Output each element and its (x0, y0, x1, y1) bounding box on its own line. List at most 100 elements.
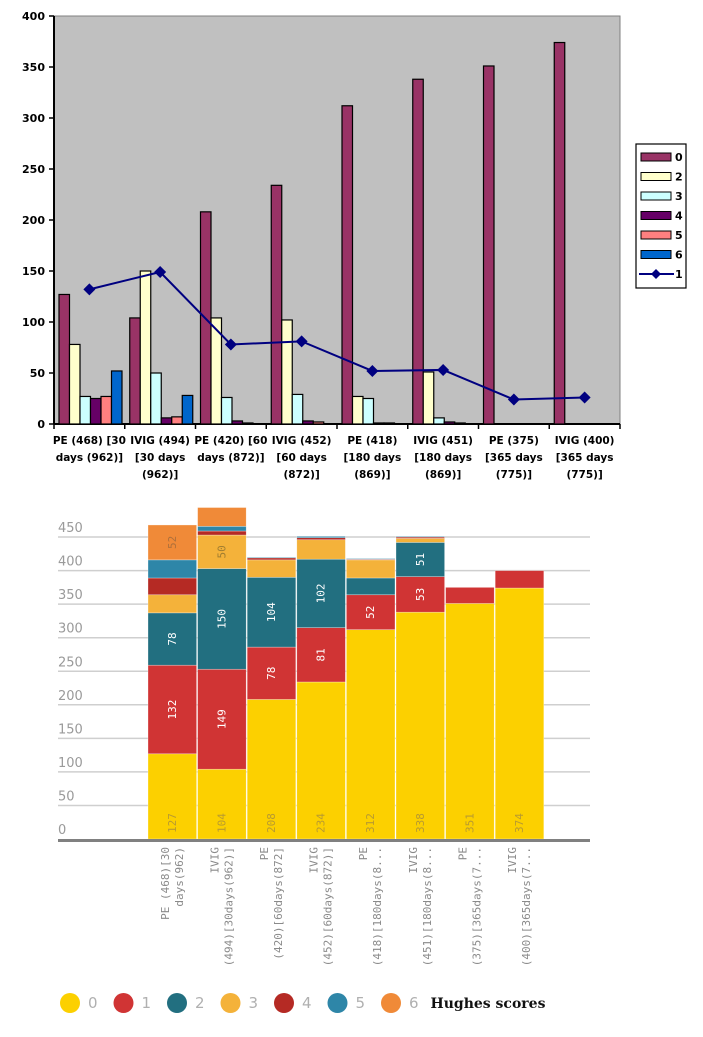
legend-item-0[interactable]: 0 (60, 993, 98, 1013)
segment-series-3 (395, 538, 445, 543)
legend[interactable]: 0 1 2 3 4 5 6 Hughes scores (60, 993, 546, 1013)
legend-swatch-2 (640, 172, 672, 181)
legend-label: 6 (675, 249, 683, 262)
segment-series-1 (445, 587, 495, 604)
x-tick-label: (872)] (283, 469, 319, 480)
segment-series-0 (395, 611, 445, 840)
bar-series-2 (68, 343, 81, 425)
segment-series-5 (395, 536, 445, 538)
x-tick-label: PE (258, 847, 271, 860)
legend-label: 5 (356, 994, 366, 1012)
line-marker (437, 363, 450, 376)
bar-series-0 (270, 184, 283, 425)
segment-series-1 (395, 576, 445, 613)
legend-label: 4 (302, 994, 312, 1012)
bar-series-3 (433, 417, 445, 425)
segment-series-0 (346, 629, 396, 840)
x-tick-label: PE (456, 847, 469, 860)
bar-series-4 (372, 422, 385, 425)
x-tick-label: (452)[60days(872)] (322, 847, 335, 966)
legend-item-1[interactable]: 1 (113, 993, 152, 1013)
legend-swatch-3 (220, 993, 241, 1013)
data-label: 374 (513, 813, 526, 833)
y-tick-label: 450 (58, 521, 83, 536)
x-tick-label: [365 days (485, 452, 543, 464)
stacked-bars: 127 132 78 52 104 149 150 50 208 78 104 234 81 102 312… (147, 507, 545, 840)
y-tick-label: 400 (58, 555, 83, 570)
legend-item-2[interactable]: 2 (167, 993, 205, 1013)
y-tick-label: 100 (22, 316, 45, 329)
segment-series-3 (147, 594, 197, 614)
x-axis: PE (468) [30 days (962)] IVIG (494) [30 day… (53, 423, 621, 480)
legend: 0 2 3 4 5 6 1 (635, 143, 687, 289)
x-tick-label: [365 days (556, 452, 614, 464)
y-tick-label: 200 (58, 689, 83, 704)
x-axis: PE (468)[30 days(962) IVIG (494)[30days(962… (58, 839, 590, 966)
y-tick-label: 350 (58, 588, 83, 603)
x-tick-label: IVIG (452) (272, 435, 332, 447)
bar-series-5 (241, 422, 254, 425)
x-tick-label: days (872)] (197, 452, 264, 464)
bar-series-2 (210, 317, 223, 425)
x-tick-label: [180 days (414, 452, 472, 464)
y-tick-label: 250 (22, 163, 45, 176)
segment-series-4 (197, 530, 247, 536)
line-marker (154, 266, 167, 279)
y-tick-label: 100 (58, 756, 83, 771)
segment-series-4 (296, 537, 346, 541)
legend-item-6[interactable]: 6 (381, 993, 419, 1013)
x-tick-label: (869)] (354, 469, 390, 480)
x-tick-label: IVIG (494) (130, 435, 190, 447)
bar-series-5 (312, 421, 325, 425)
legend-item-3[interactable]: 3 (220, 993, 259, 1013)
segment-series-1 (197, 668, 247, 770)
x-tick-label: PE (420) [60 (194, 435, 267, 447)
data-label: 208 (265, 813, 278, 833)
bar-series-2 (351, 395, 364, 425)
y-tick-label: 300 (22, 112, 45, 125)
y-axis: 0 50 100 150 200 250 300 350 400 (22, 10, 55, 431)
legend-swatch-5 (640, 230, 672, 240)
bar-series-0 (129, 317, 141, 425)
bar-series-0 (341, 105, 354, 425)
segment-series-2 (147, 612, 197, 666)
line-marker (578, 391, 591, 404)
y-tick-label: 250 (58, 655, 83, 670)
legend-item-4[interactable]: 4 (274, 993, 312, 1013)
segment-series-5 (197, 526, 247, 532)
bar-series-5 (383, 422, 396, 425)
x-tick-label: (869)] (425, 469, 461, 480)
segment-series-5 (346, 558, 396, 560)
x-tick-label: (400)[365days(7... (520, 847, 533, 966)
x-tick-label: days (962)] (56, 452, 123, 464)
x-tick-label: PE (357, 847, 370, 860)
segment-series-2 (197, 568, 247, 670)
legend-swatch-5 (327, 993, 348, 1013)
segment-series-4 (147, 577, 197, 596)
x-tick-label: [30 days (135, 452, 185, 464)
x-tick-label: (418)[180days(8... (371, 847, 384, 966)
legend-label: 2 (675, 171, 683, 184)
legend-label: 1 (142, 994, 152, 1012)
data-label: 78 (166, 632, 179, 645)
data-label: 51 (414, 553, 427, 566)
legend-item-5[interactable]: 5 (327, 993, 366, 1013)
line-marker (366, 364, 379, 377)
line-marker (507, 393, 520, 406)
bar-series-3 (79, 395, 92, 425)
y-tick-label: 350 (22, 61, 45, 74)
segment-series-2 (395, 542, 445, 577)
bar-series-2 (139, 270, 152, 425)
legend-swatch-4 (274, 993, 294, 1013)
x-tick-label: IVIG (208, 847, 221, 874)
data-label: 52 (364, 606, 377, 619)
bar-series-0 (58, 293, 71, 425)
line-series (83, 266, 591, 406)
bar-series-4 (443, 421, 456, 425)
legend-label: 6 (409, 994, 419, 1012)
data-label: 104 (215, 813, 228, 833)
x-tick-label: (420)[60days(872] (272, 847, 285, 960)
bar-series-3 (291, 393, 304, 425)
